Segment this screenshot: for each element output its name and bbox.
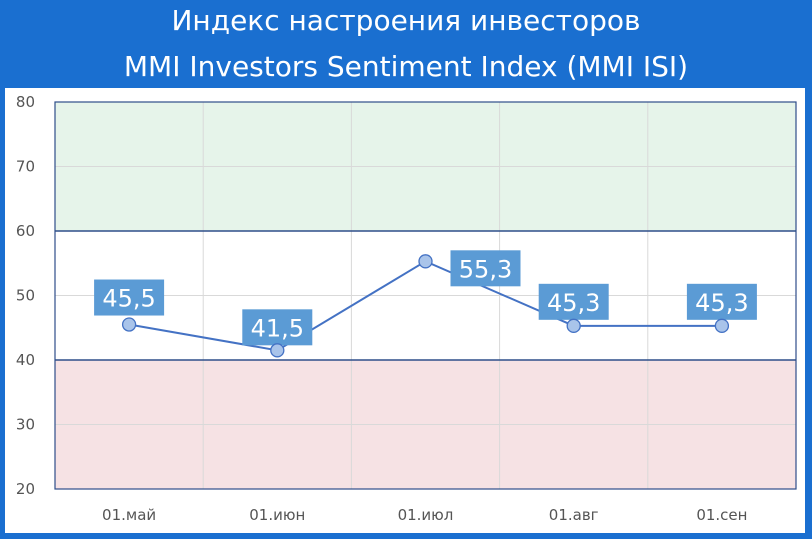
data-label-box — [450, 250, 521, 287]
x-tick-label: 01.июл — [398, 506, 454, 524]
y-tick-label: 30 — [16, 416, 35, 434]
y-tick-label: 60 — [16, 222, 35, 240]
data-label-box — [538, 283, 609, 320]
data-point-marker — [566, 318, 581, 333]
y-tick-label: 50 — [16, 287, 35, 305]
y-tick-label: 80 — [16, 93, 35, 111]
chart-title-english: MMI Investors Sentiment Index (MMI ISI) — [123, 50, 689, 83]
data-label-box — [242, 309, 313, 346]
chart-title-russian: Индекс настроения инвесторов — [171, 4, 641, 37]
y-tick-label: 20 — [16, 480, 35, 498]
data-point-marker — [121, 317, 137, 332]
line-chart: 80 70 60 50 40 30 20 01.май 01.июн 01.июл 01.авг 01… — [16, 93, 797, 524]
data-label: 45,3 — [695, 289, 748, 317]
x-tick-label: 01.май — [102, 506, 156, 524]
data-point-marker — [418, 254, 433, 269]
x-tick-label: 01.сен — [696, 506, 747, 524]
data-label: 45,5 — [102, 285, 155, 313]
data-label: 55,3 — [459, 255, 512, 283]
y-tick-label: 70 — [16, 158, 35, 176]
plot-card: 80 70 60 50 40 30 20 01.май 01.июн 01.июл 01.авг 01… — [5, 88, 805, 533]
data-label-box — [94, 279, 165, 316]
plot-border — [54, 101, 797, 490]
data-point-marker — [714, 318, 730, 333]
x-tick-label: 01.июн — [249, 506, 305, 524]
data-label-box — [686, 283, 757, 320]
data-point-marker — [270, 343, 285, 358]
y-tick-label: 40 — [16, 351, 35, 369]
x-tick-label: 01.авг — [549, 506, 599, 524]
series-line — [128, 260, 722, 352]
data-label: 45,3 — [547, 289, 600, 317]
data-label: 41,5 — [251, 314, 304, 342]
